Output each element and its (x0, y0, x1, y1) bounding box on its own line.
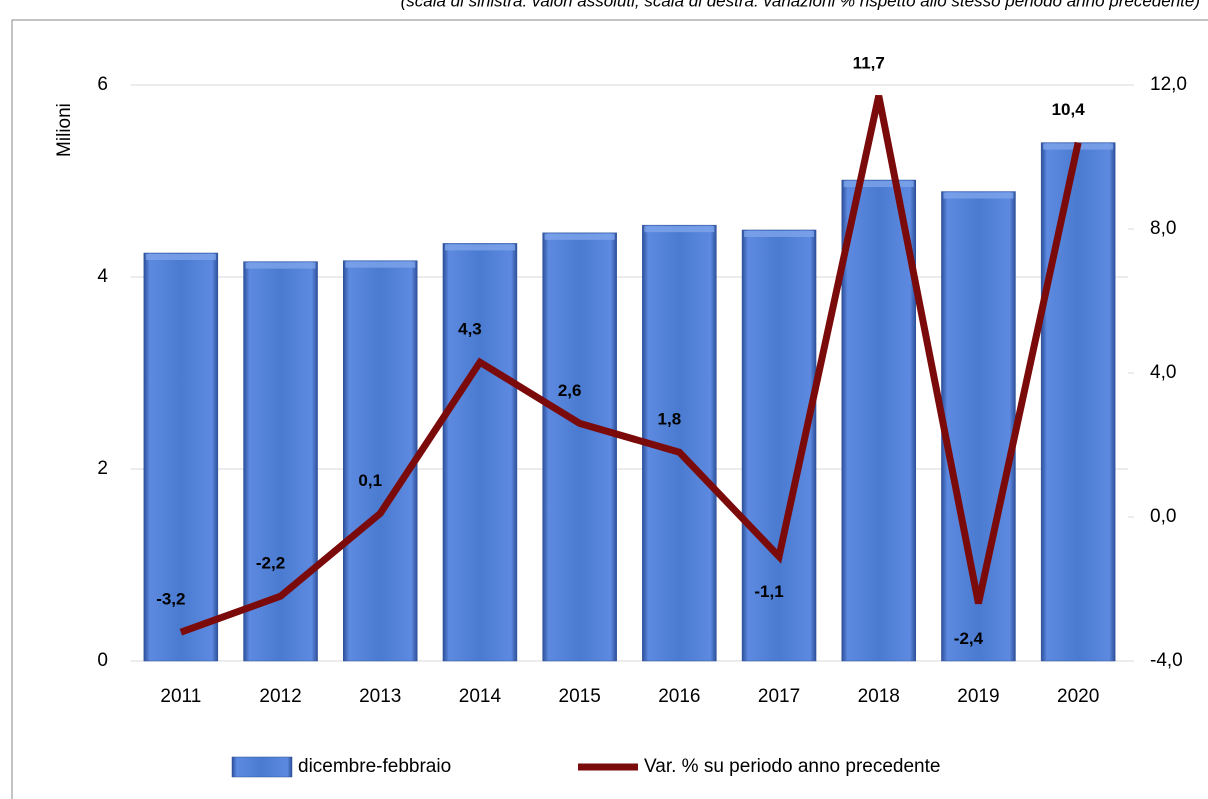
data-label: -3,2 (156, 590, 185, 609)
bar-bevel (644, 226, 715, 233)
data-label: -1,1 (754, 582, 783, 601)
bar-bevel (145, 254, 216, 260)
x-tick-label: 2020 (1057, 686, 1099, 707)
x-tick-label: 2018 (858, 686, 900, 707)
chart-frame (11, 19, 1208, 799)
bar-bevel (544, 233, 615, 240)
data-label: 10,4 (1052, 100, 1086, 119)
subtitle: (scala di sinistra: valori assoluti; sca… (401, 0, 1200, 10)
bar (941, 191, 1016, 662)
x-tick-label: 2017 (758, 686, 800, 707)
x-tick-label: 2016 (658, 686, 700, 707)
x-tick-label: 2012 (259, 686, 301, 707)
data-label: -2,2 (256, 554, 285, 573)
bar (243, 261, 318, 662)
legend-swatch (231, 756, 293, 778)
x-tick-label: 2013 (359, 686, 401, 707)
y2-tick-label: 4,0 (1150, 362, 1176, 383)
y2-tick-label: -4,0 (1150, 650, 1183, 671)
data-label: 0,1 (358, 471, 382, 490)
line-series (179, 95, 1082, 636)
y-axis-title: Milioni (54, 103, 75, 157)
x-tick-label: 2014 (459, 686, 502, 707)
bar (841, 179, 916, 662)
bar-bevel (943, 192, 1014, 199)
y2-tick-label: 0,0 (1150, 506, 1176, 527)
y-tick-label: 6 (97, 74, 108, 95)
data-label: -2,4 (954, 629, 984, 648)
data-label: 4,3 (458, 320, 482, 339)
bar (343, 260, 418, 662)
data-label: 2,6 (558, 381, 582, 400)
data-label: 1,8 (658, 410, 682, 429)
x-tick-label: 2015 (559, 686, 601, 707)
y-tick-label: 2 (97, 458, 108, 479)
legend-label: Var. % su periodo anno precedente (644, 756, 940, 777)
bar-bevel (843, 181, 914, 188)
bar-bevel (444, 244, 515, 251)
bar-bevel (245, 262, 316, 269)
bar (542, 232, 617, 662)
bar (442, 243, 518, 662)
x-tick-label: 2019 (957, 686, 999, 707)
y-tick-label: 4 (97, 266, 108, 287)
legend-label: dicembre-febbraio (298, 756, 451, 777)
bar (1040, 142, 1116, 662)
data-label: 11,7 (853, 53, 885, 72)
bar-bevel (345, 261, 416, 268)
x-tick-label: 2011 (160, 686, 201, 707)
y2-tick-label: 8,0 (1150, 218, 1176, 239)
bar-bevel (744, 230, 815, 237)
y-tick-label: 0 (97, 650, 108, 671)
y2-tick-label: 12,0 (1150, 74, 1187, 95)
bar (143, 252, 219, 662)
